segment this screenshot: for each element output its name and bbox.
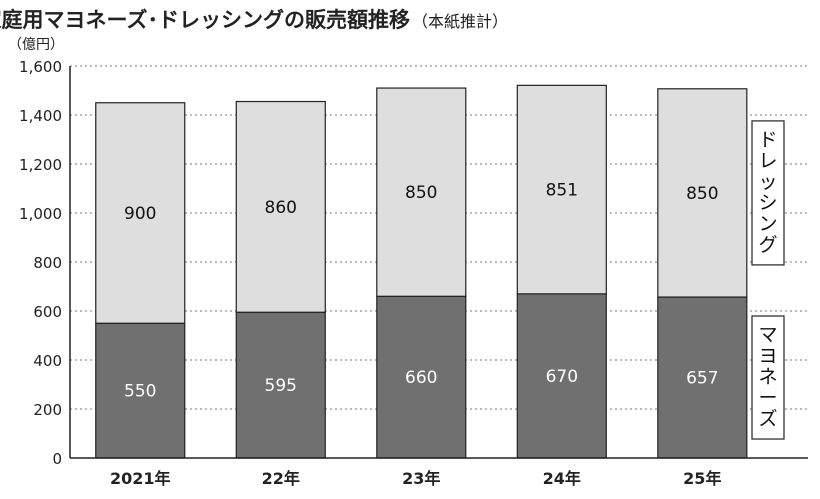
data-label: 595 [265, 376, 297, 396]
x-tick-label: 24年 [543, 469, 581, 488]
data-label: 657 [686, 369, 718, 389]
data-label: 860 [265, 198, 297, 218]
legend-box [751, 120, 785, 266]
y-tick-label: 0 [52, 450, 62, 468]
bar-segment [235, 311, 326, 459]
y-tick-label: 800 [33, 254, 62, 272]
y-tick-label: 400 [33, 352, 62, 370]
data-label: 550 [124, 382, 156, 402]
chart-title-note: （本紙推計） [412, 12, 508, 31]
bars: 550 900 595 860 660 850 670 851 657 850 [95, 84, 748, 459]
axes [69, 66, 808, 459]
data-label: 850 [405, 183, 437, 203]
y-tick-label: 1,600 [19, 58, 62, 76]
bar-segment [657, 88, 748, 298]
x-tick-label: 23年 [402, 469, 440, 488]
bar-segment [95, 102, 186, 324]
x-tick-label: 2021年 [110, 469, 171, 488]
legend: マヨネーズ ドレッシング [751, 120, 785, 440]
x-tick-labels: 2021年 22年 23年 24年 25年 [110, 469, 721, 488]
bar-segment [657, 296, 748, 459]
y-tick-labels: 0 200 400 600 800 1,000 1,200 1,400 1,600 [19, 58, 62, 468]
chart-title: 家庭用マヨネーズ･ドレッシングの販売額推移 [0, 8, 410, 32]
legend-label: ドレッシング [758, 129, 777, 256]
bar-segment [376, 295, 467, 459]
bar-segment [516, 293, 607, 459]
data-label: 900 [124, 204, 156, 224]
y-tick-label: 1,400 [19, 107, 62, 125]
y-tick-label: 1,000 [19, 205, 62, 223]
data-label: 851 [546, 181, 578, 201]
bar-segment [95, 322, 186, 459]
bar-segment [516, 84, 607, 295]
bar-segment [235, 100, 326, 313]
data-label: 850 [686, 184, 718, 204]
legend-box [751, 315, 785, 440]
y-tick-label: 200 [33, 401, 62, 419]
x-tick-label: 25年 [683, 469, 721, 488]
legend-label: マヨネーズ [758, 324, 777, 430]
x-tick-label: 22年 [262, 469, 300, 488]
data-label: 670 [546, 367, 578, 387]
data-label: 660 [405, 368, 437, 388]
y-tick-label: 600 [33, 303, 62, 321]
y-tick-label: 1,200 [19, 156, 62, 174]
bar-segment [376, 87, 467, 297]
y-axis-unit: （億円） [8, 37, 64, 53]
